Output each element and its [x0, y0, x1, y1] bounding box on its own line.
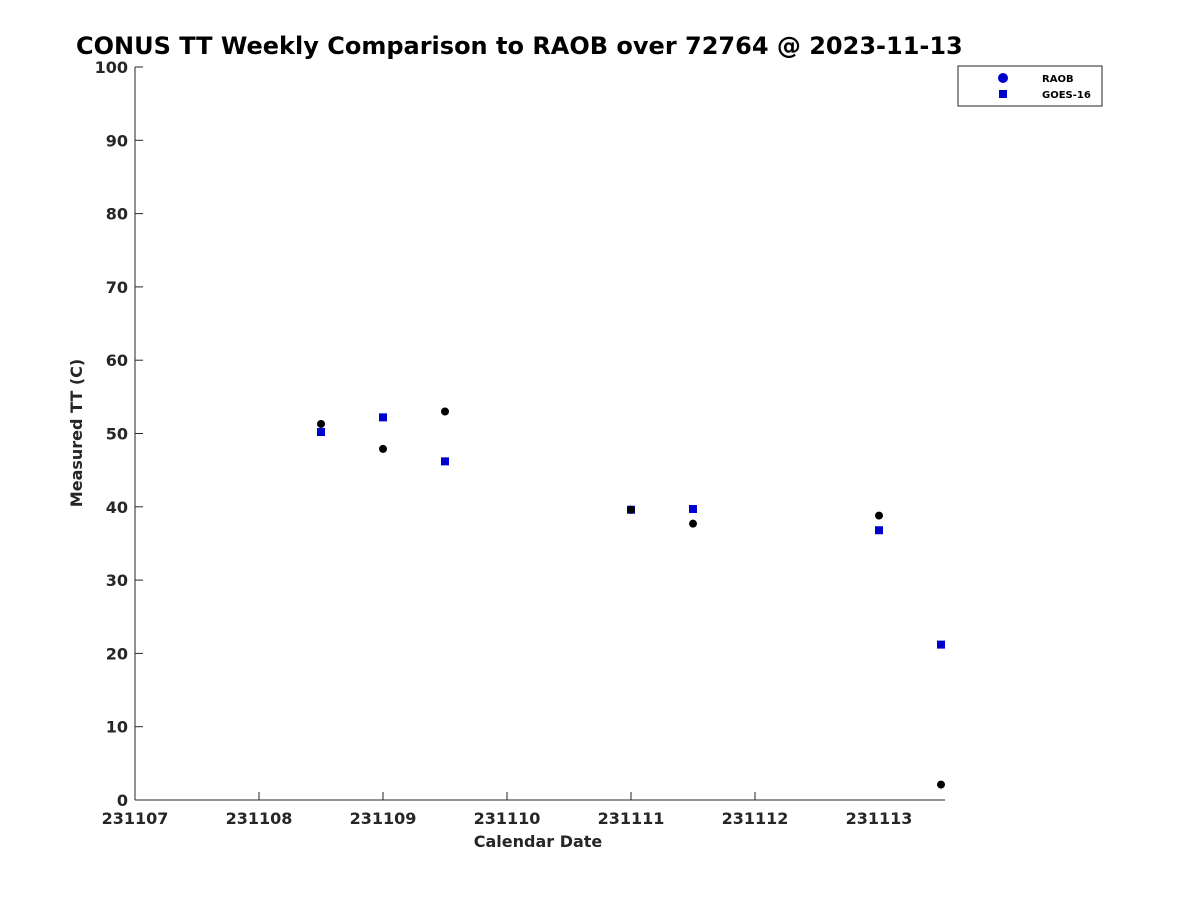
y-tick-label: 40 — [106, 498, 128, 517]
goes-16-point — [317, 428, 325, 437]
legend-label: GOES-16 — [1042, 90, 1091, 101]
raob-point — [627, 505, 635, 514]
chart-title: CONUS TT Weekly Comparison to RAOB over … — [76, 32, 963, 60]
y-tick-label: 10 — [106, 718, 128, 737]
y-tick-label: 90 — [106, 131, 128, 150]
x-tick-label: 231107 — [102, 809, 169, 828]
x-tick-label: 231108 — [226, 809, 293, 828]
legend-goes-16-marker — [999, 90, 1007, 98]
x-tick-label: 231109 — [350, 809, 417, 828]
raob-point — [875, 511, 883, 520]
goes-16-point — [689, 504, 697, 513]
y-tick-label: 20 — [106, 644, 128, 663]
data-marks — [317, 407, 945, 789]
raob-point — [689, 519, 697, 528]
legend-box — [957, 65, 1103, 107]
x-tick-label: 231112 — [722, 809, 789, 828]
x-tick-label: 231111 — [598, 809, 665, 828]
y-tick-label: 80 — [106, 205, 128, 224]
raob-point — [317, 419, 325, 428]
goes-16-point — [379, 413, 387, 422]
x-axis-label: Calendar Date — [474, 832, 603, 851]
goes-16-point — [441, 457, 449, 466]
raob-point — [441, 407, 449, 416]
y-tick-label: 70 — [106, 278, 128, 297]
x-tick-label: 231113 — [846, 809, 913, 828]
y-tick-label: 100 — [95, 58, 128, 77]
legend: RAOB GOES-16 — [957, 65, 1103, 107]
x-tick-label: 231110 — [474, 809, 541, 828]
y-tick-label: 60 — [106, 351, 128, 370]
legend-raob-marker — [998, 73, 1008, 83]
y-tick-label: 30 — [106, 571, 128, 590]
y-axis-label: Measured TT (C) — [67, 359, 86, 507]
raob-point — [379, 444, 387, 453]
y-tick-label: 0 — [117, 791, 128, 810]
goes-16-point — [937, 640, 945, 649]
axes: 0 10 20 30 40 50 60 70 80 90 100 231107 231108 231109… — [95, 58, 945, 828]
y-tick-label: 50 — [106, 425, 128, 444]
goes-16-point — [875, 526, 883, 535]
legend-label: RAOB — [1042, 74, 1074, 85]
raob-point — [937, 780, 945, 789]
